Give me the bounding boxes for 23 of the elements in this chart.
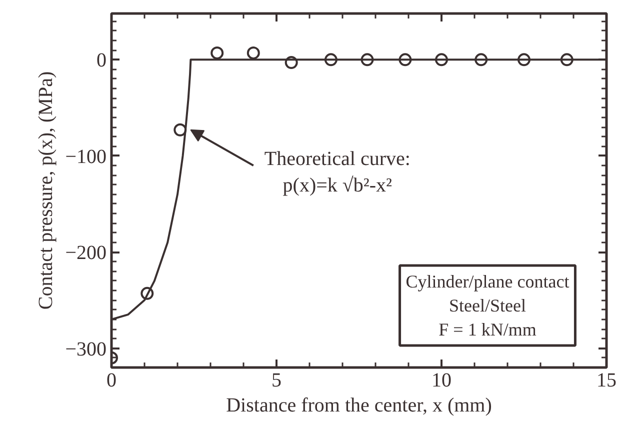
point xyxy=(518,53,530,66)
annotation: Cylinder/plane contact Steel/Steel F = 1 kN/mm xyxy=(406,272,570,340)
y-tick-label: −200 xyxy=(65,242,106,264)
y-tick-label: −100 xyxy=(65,146,106,168)
point xyxy=(398,53,412,66)
point xyxy=(284,56,298,70)
point xyxy=(560,53,574,66)
x-axis-title: Distance from the center, x (mm) xyxy=(226,394,492,416)
point xyxy=(140,286,154,300)
point xyxy=(360,53,374,66)
y-tick-label: 0 xyxy=(96,50,106,72)
y-axis-title: Contact pressure, p(x), (MPa) xyxy=(35,71,58,310)
annotation: Theoretical curve: p(x)=k √b²-x² xyxy=(264,148,410,196)
point xyxy=(435,53,448,66)
x-tick-label: 5 xyxy=(272,370,282,392)
point xyxy=(474,53,488,66)
y-tick-label: −300 xyxy=(65,338,106,360)
x-tick-label: 10 xyxy=(432,370,452,392)
point xyxy=(210,46,224,60)
point xyxy=(174,123,187,136)
x-tick-label: 15 xyxy=(596,370,616,392)
point xyxy=(324,53,338,66)
point xyxy=(246,46,260,60)
